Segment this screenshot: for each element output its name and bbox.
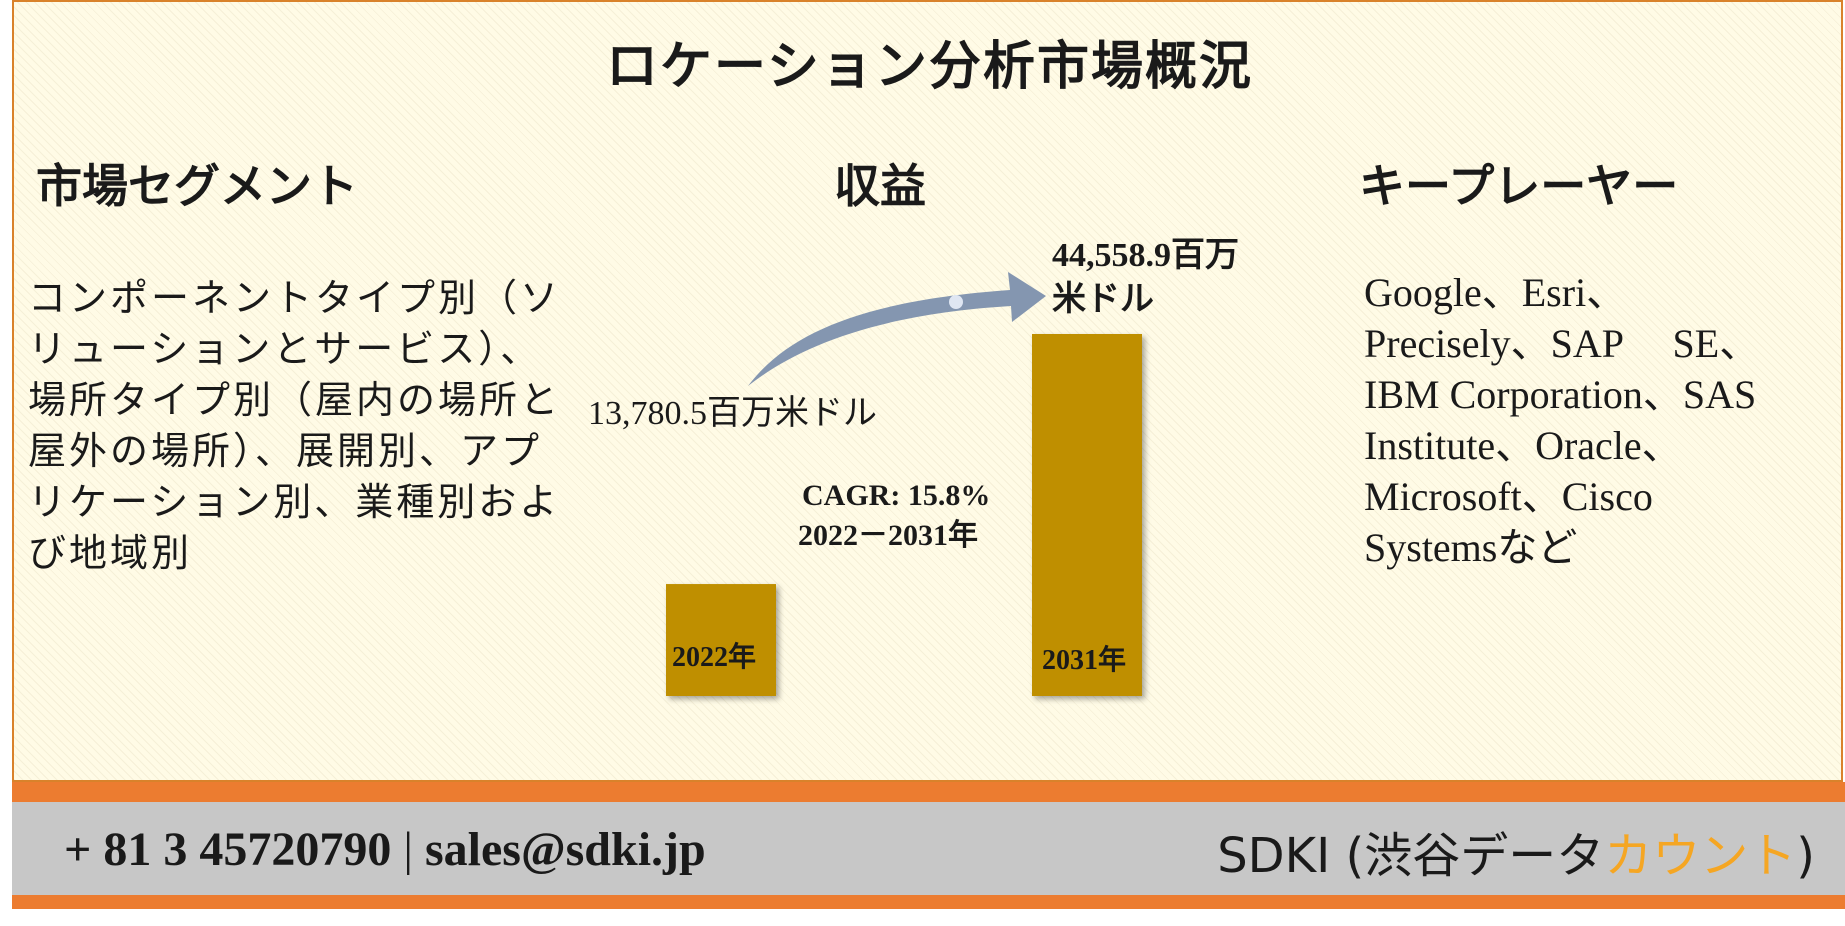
brand-close: ) bbox=[1796, 828, 1815, 884]
players-line: Institute、Oracle、 bbox=[1364, 423, 1682, 468]
revenue-heading: 収益 bbox=[834, 161, 926, 212]
contact-separator: | bbox=[403, 823, 413, 876]
players-list: Google、Esri、 Precisely、SAP SE、 IBM Corpo… bbox=[1364, 267, 1834, 573]
value-label-2031-unit: 米ドル bbox=[1052, 280, 1154, 318]
brand-name: SDKI (渋谷データカウント) bbox=[1217, 816, 1815, 886]
segments-heading: 市場セグメント bbox=[36, 161, 358, 212]
growth-arrow bbox=[748, 272, 1046, 386]
footer-bottom-stripe bbox=[12, 895, 1845, 909]
players-line: Microsoft、Cisco bbox=[1364, 474, 1653, 519]
cagr-period: 2022－2031年 bbox=[798, 519, 978, 552]
players-line: Google、Esri、 bbox=[1364, 270, 1627, 315]
email-link[interactable]: sales@sdki.jp bbox=[424, 823, 706, 876]
cagr-label: CAGR: 15.8% bbox=[802, 479, 990, 512]
overview-panel: ロケーション分析市場概況 市場セグメント 収益 キープレーヤー コンポーネントタ… bbox=[12, 0, 1843, 782]
bar-2022 bbox=[666, 584, 776, 696]
value-label-2022: 13,780.5百万米ドル bbox=[588, 394, 877, 432]
brand-accent: カウント bbox=[1604, 828, 1797, 884]
value-label-2031: 44,558.9百万 bbox=[1052, 237, 1239, 274]
revenue-chart: 13,780.5百万米ドル 44,558.9百万 米ドル CAGR: 15.8%… bbox=[588, 237, 1239, 696]
contact-info: + 81 3 45720790 | sales@sdki.jp bbox=[64, 822, 706, 877]
players-line: Systemsなど bbox=[1364, 525, 1578, 570]
arrow-dot bbox=[949, 295, 963, 309]
players-heading: キープレーヤー bbox=[1359, 161, 1679, 212]
bar-2031 bbox=[1032, 334, 1142, 696]
players-line: IBM Corporation、SAS bbox=[1364, 372, 1757, 417]
footer-top-stripe bbox=[12, 782, 1845, 802]
segments-text: コンポーネントタイプ別（ソリューションとサービス）、場所タイプ別（屋内の場所と屋… bbox=[28, 278, 562, 575]
phone-number[interactable]: + 81 3 45720790 bbox=[64, 823, 392, 876]
players-line: Precisely、SAP SE、 bbox=[1364, 321, 1760, 366]
footer-bar: + 81 3 45720790 | sales@sdki.jp SDKI (渋谷… bbox=[12, 802, 1845, 895]
category-label-2031: 2031年 bbox=[1042, 643, 1126, 676]
brand-main: SDKI (渋谷データ bbox=[1217, 828, 1605, 884]
page-title: ロケーション分析市場概況 bbox=[606, 39, 1253, 96]
category-label-2022: 2022年 bbox=[672, 640, 756, 673]
